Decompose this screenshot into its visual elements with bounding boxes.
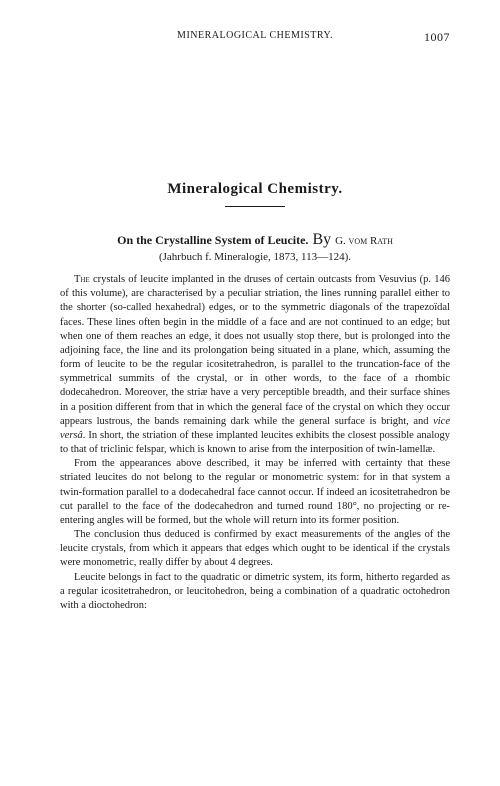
- p1-tail: . In short, the striation of these impla…: [60, 430, 450, 455]
- paragraph-2: From the appearances above described, it…: [60, 457, 450, 528]
- article-title: On the Crystalline System of Leucite.: [117, 233, 308, 247]
- by-label: By: [312, 231, 331, 248]
- p1-lead: The: [74, 274, 90, 285]
- paragraph-1: The crystals of leucite implanted in the…: [60, 273, 450, 457]
- section-title: Mineralogical Chemistry.: [60, 181, 450, 198]
- article-heading: On the Crystalline System of Leucite. By…: [60, 231, 450, 249]
- page-number: 1007: [424, 30, 450, 45]
- paragraph-3: The conclusion thus deduced is confirmed…: [60, 528, 450, 571]
- section-rule: [225, 206, 285, 207]
- running-header: MINERALOGICAL CHEMISTRY. 1007: [60, 30, 450, 41]
- p1-body: crystals of leucite implanted in the dru…: [60, 274, 450, 427]
- running-head-text: MINERALOGICAL CHEMISTRY.: [60, 30, 450, 41]
- article-citation: (Jahrbuch f. Mineralogie, 1873, 113—124)…: [60, 251, 450, 263]
- paragraph-4: Leucite belongs in fact to the quadratic…: [60, 571, 450, 614]
- article-author: G. vom Rath: [335, 235, 393, 247]
